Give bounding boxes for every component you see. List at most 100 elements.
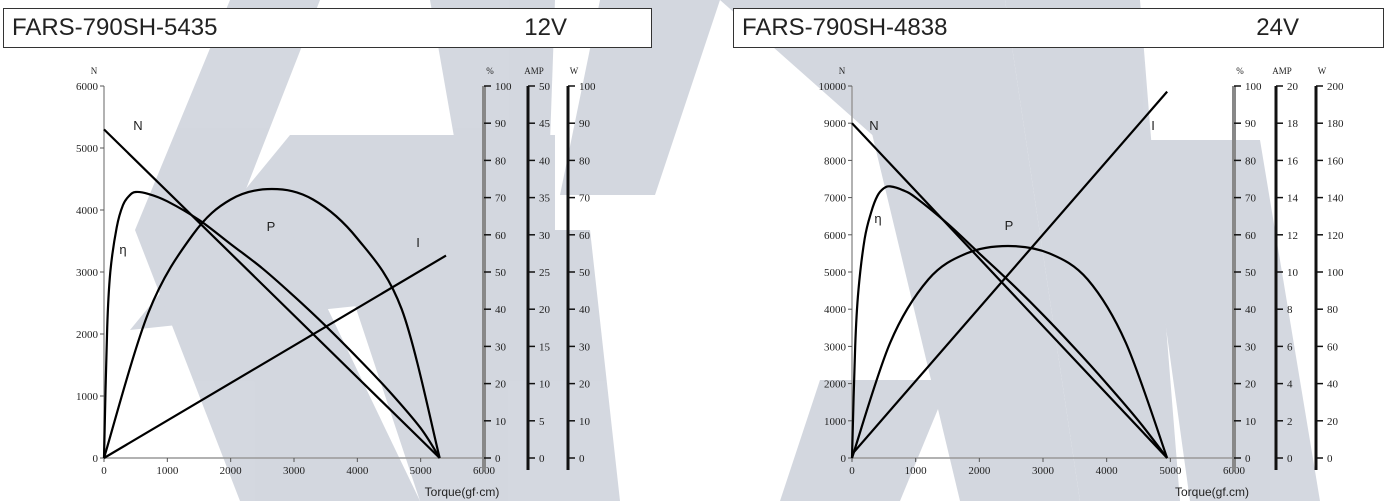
y-tick-label-right: 200 [1327, 81, 1344, 93]
y-tick-label-right: 40 [539, 155, 551, 167]
curve-label: I [416, 235, 420, 250]
series-current-curve [851, 90, 1168, 456]
y-tick-label-right: 40 [1245, 304, 1257, 316]
y-tick-label-right: 90 [1245, 118, 1257, 130]
y-tick-label-left: 8000 [824, 155, 847, 167]
chart2-model-title: FARS-790SH-4838 [742, 14, 948, 41]
y-tick-label-right: 40 [579, 304, 591, 316]
y-tick-label-right: 35 [539, 193, 551, 205]
y-tick-label-right: 30 [579, 341, 591, 353]
y-tick-label-right: 20 [539, 304, 551, 316]
y-tick-label-left: 1000 [76, 391, 99, 403]
y-tick-label-right: 20 [1287, 81, 1299, 93]
y-tick-label-right: 80 [495, 155, 507, 167]
y-tick-label-left: 0 [841, 453, 847, 465]
chart1-voltage: 12V [524, 14, 567, 41]
y-tick-label-left: 10000 [819, 81, 847, 93]
y-tick-label-right: 90 [495, 118, 507, 130]
curve-label: P [1005, 218, 1014, 233]
y-tick-label-right: 10 [579, 416, 591, 428]
series-speed-curve [851, 122, 1168, 459]
x-tick-label: 6000 [1223, 465, 1246, 477]
series-efficiency-curve [102, 190, 441, 459]
y-tick-label-right: 45 [539, 118, 551, 130]
chart1-model-title: FARS-790SH-5435 [12, 14, 218, 41]
y-tick-label-right: 10 [1245, 416, 1257, 428]
y-tick-label-right: 20 [495, 379, 507, 391]
x-axis-title: Torque(gf.cm) [1175, 485, 1249, 499]
y-tick-label-left: 6000 [824, 230, 847, 242]
y-tick-label-right: 10 [1287, 267, 1299, 279]
y-tick-label-right: 60 [1327, 341, 1339, 353]
y-tick-label-left: 1000 [824, 416, 847, 428]
y-tick-label-right: 180 [1327, 118, 1344, 130]
y-tick-label-right: 18 [1287, 118, 1299, 130]
curve-label: N [869, 118, 878, 133]
y-tick-label-left: 3000 [824, 341, 847, 353]
y-axis-right-title: AMP [1272, 66, 1292, 76]
x-tick-label: 0 [849, 465, 855, 477]
y-tick-label-right: 0 [495, 453, 501, 465]
y-tick-label-right: 120 [1327, 230, 1344, 242]
curve-label: N [133, 118, 142, 133]
series-efficiency-curve [850, 185, 1168, 459]
series-speed-curve [103, 128, 441, 459]
x-axis-title: Torque(gf·cm) [425, 485, 500, 499]
y-tick-label-right: 30 [1245, 341, 1257, 353]
y-tick-label-right: 6 [1287, 341, 1293, 353]
y-tick-label-right: 10 [495, 416, 507, 428]
y-tick-label-right: 100 [1327, 267, 1344, 279]
x-tick-label: 3000 [283, 465, 306, 477]
y-tick-label-right: 16 [1287, 155, 1299, 167]
chart2-plot: N010002000300040005000600070008000900010… [819, 66, 1345, 499]
y-tick-label-right: 70 [1245, 193, 1257, 205]
y-tick-label-right: 30 [495, 341, 507, 353]
x-tick-label: 6000 [473, 465, 496, 477]
chart2-voltage: 24V [1256, 14, 1299, 41]
y-tick-label-right: 60 [579, 230, 591, 242]
y-tick-label-right: 0 [539, 453, 545, 465]
y-tick-label-right: 60 [495, 230, 507, 242]
y-tick-label-right: 50 [579, 267, 591, 279]
y-tick-label-left: 5000 [76, 143, 99, 155]
y-tick-label-right: 80 [1245, 155, 1257, 167]
series-power-curve [850, 244, 1169, 459]
y-tick-label-left: 4000 [824, 304, 847, 316]
y-tick-label-right: 50 [539, 81, 551, 93]
y-axis-right-title: % [486, 66, 494, 76]
y-tick-label-right: 0 [1327, 453, 1333, 465]
y-tick-label-right: 0 [579, 453, 585, 465]
x-tick-label: 2000 [220, 465, 243, 477]
y-tick-label-right: 20 [1245, 379, 1257, 391]
y-tick-label-right: 15 [539, 341, 551, 353]
y-tick-label-right: 0 [1287, 453, 1293, 465]
x-tick-label: 4000 [346, 465, 369, 477]
y-tick-label-right: 30 [539, 230, 551, 242]
y-tick-label-left: 7000 [824, 193, 847, 205]
x-tick-label: 5000 [1159, 465, 1182, 477]
x-tick-label: 0 [101, 465, 107, 477]
x-tick-label: 4000 [1096, 465, 1119, 477]
y-tick-label-right: 100 [579, 81, 596, 93]
y-tick-label-right: 8 [1287, 304, 1293, 316]
chart2-header: FARS-790SH-4838 24V [733, 8, 1384, 48]
y-tick-label-right: 80 [1327, 304, 1339, 316]
y-tick-label-left: 3000 [76, 267, 99, 279]
y-tick-label-right: 40 [495, 304, 507, 316]
y-axis-right-title: AMP [524, 66, 544, 76]
y-axis-left-title: N [91, 66, 98, 76]
series-power-curve [102, 187, 441, 459]
y-tick-label-right: 50 [1245, 267, 1257, 279]
y-tick-label-left: 0 [93, 453, 99, 465]
y-tick-label-right: 50 [495, 267, 507, 279]
y-axis-right-title: W [1318, 66, 1327, 76]
y-axis-right-title: % [1236, 66, 1244, 76]
y-tick-label-right: 160 [1327, 155, 1344, 167]
y-tick-label-right: 20 [579, 379, 591, 391]
y-tick-label-left: 2000 [824, 379, 847, 391]
y-tick-label-right: 20 [1327, 416, 1339, 428]
x-tick-label: 3000 [1032, 465, 1055, 477]
y-tick-label-right: 5 [539, 416, 545, 428]
chart1-header: FARS-790SH-5435 12V [3, 8, 652, 48]
y-tick-label-right: 140 [1327, 193, 1344, 205]
